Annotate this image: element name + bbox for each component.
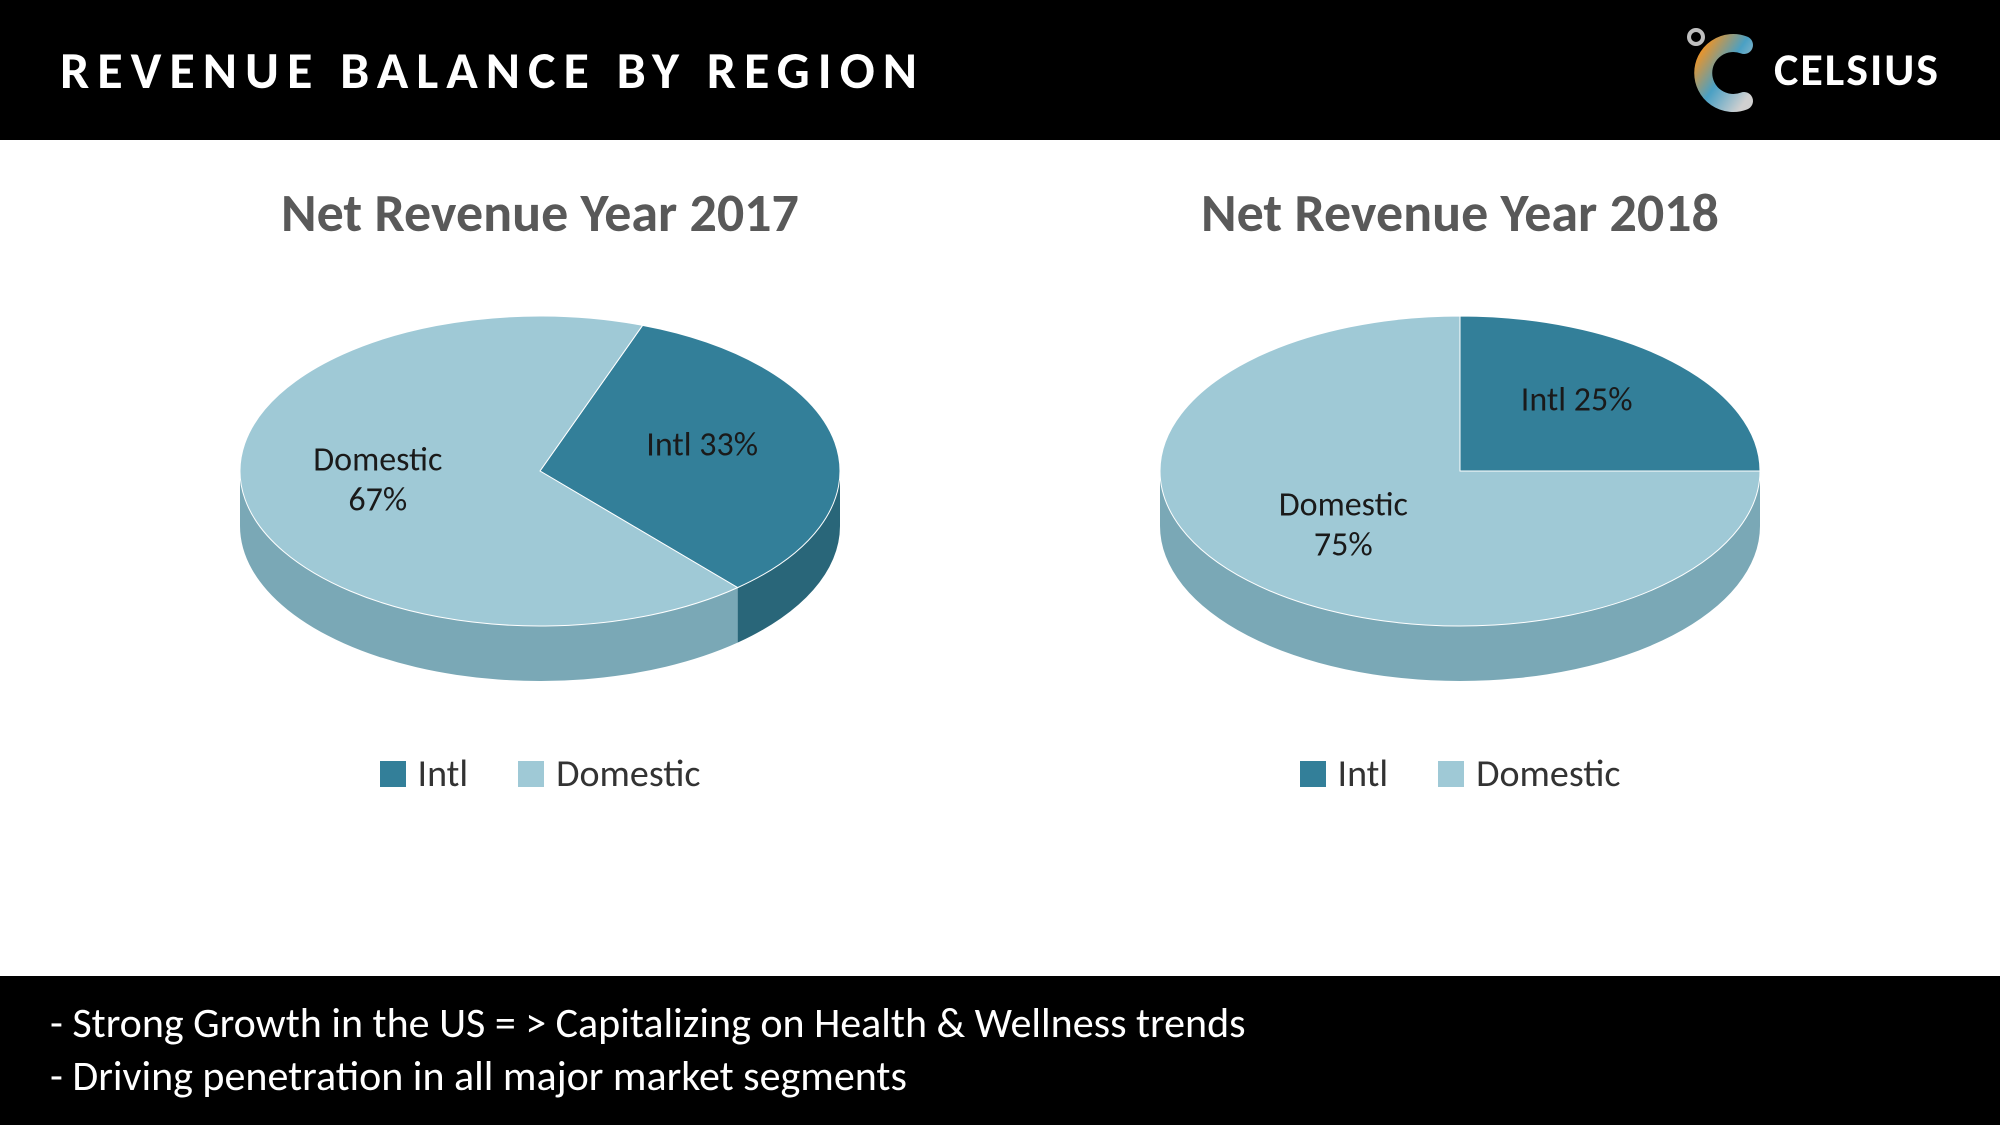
legend-2018: Intl Domestic	[1300, 751, 1621, 797]
header-bar: REVENUE BALANCE BY REGION CELSIUS	[0, 0, 2000, 140]
legend-item-domestic: Domestic	[518, 751, 700, 797]
footer-bar: - Strong Growth in the US = > Capitalizi…	[0, 976, 2000, 1125]
legend-item-domestic: Domestic	[1438, 751, 1620, 797]
legend-item-intl: Intl	[380, 751, 469, 797]
legend-2017: Intl Domestic	[380, 751, 701, 797]
chart-title-2018: Net Revenue Year 2018	[1201, 180, 1719, 246]
legend-swatch-intl	[1300, 761, 1326, 787]
chart-title-2017: Net Revenue Year 2017	[281, 180, 799, 246]
pie-chart-2017: Intl 33% Domestic67%	[190, 276, 890, 721]
legend-swatch-intl	[380, 761, 406, 787]
svg-text:Intl 25%: Intl 25%	[1521, 380, 1633, 421]
legend-item-intl: Intl	[1300, 751, 1389, 797]
brand-logo: CELSIUS	[1682, 25, 1940, 115]
celsius-logo-icon	[1682, 25, 1762, 115]
svg-text:Domestic: Domestic	[313, 440, 442, 481]
legend-swatch-domestic	[1438, 761, 1464, 787]
legend-label-domestic: Domestic	[556, 751, 700, 797]
legend-swatch-domestic	[518, 761, 544, 787]
chart-panel-2017: Net Revenue Year 2017 Intl 33%Domestic67…	[190, 180, 890, 797]
chart-panel-2018: Net Revenue Year 2018 Intl 25%Domestic75…	[1110, 180, 1810, 797]
pie-chart-2018: Intl 25% Domestic75%	[1110, 276, 1810, 721]
content-area: Net Revenue Year 2017 Intl 33%Domestic67…	[0, 140, 2000, 976]
page-title: REVENUE BALANCE BY REGION	[60, 38, 925, 102]
svg-text:67%: 67%	[348, 480, 407, 521]
svg-text:75%: 75%	[1314, 524, 1373, 565]
legend-label-intl: Intl	[418, 751, 469, 797]
svg-text:Domestic: Domestic	[1279, 484, 1408, 525]
footer-line-2: - Driving penetration in all major marke…	[50, 1051, 1950, 1104]
footer-line-1: - Strong Growth in the US = > Capitalizi…	[50, 998, 1950, 1051]
legend-label-intl: Intl	[1338, 751, 1389, 797]
brand-name: CELSIUS	[1774, 42, 1940, 98]
svg-text:Intl 33%: Intl 33%	[646, 424, 758, 465]
slide: REVENUE BALANCE BY REGION CELSIUS Net Re…	[0, 0, 2000, 1125]
legend-label-domestic: Domestic	[1476, 751, 1620, 797]
